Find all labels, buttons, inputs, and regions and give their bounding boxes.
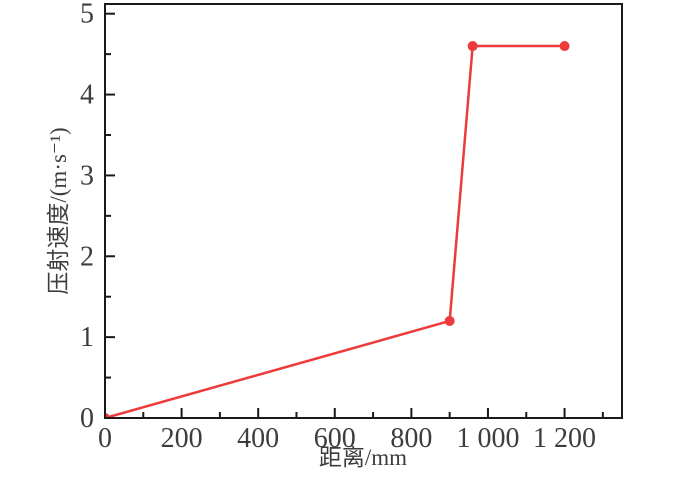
x-tick-label: 1 200 [533, 423, 596, 454]
y-tick-label: 0 [80, 403, 94, 434]
x-tick-label: 800 [390, 423, 432, 454]
data-point-marker [444, 315, 455, 326]
y-tick-label: 1 [80, 322, 94, 353]
series-line [104, 44, 565, 419]
y-axis-label: 压射速度/(m·s⁻¹) [46, 127, 71, 294]
x-tick-label: 1 000 [456, 423, 519, 454]
data-point-marker [559, 41, 570, 52]
x-tick-label: 600 [314, 423, 356, 454]
x-tick-label: 400 [237, 423, 279, 454]
data-point-marker [467, 41, 478, 52]
y-tick-label: 5 [80, 0, 94, 30]
x-axis-label: 距离/mm [319, 445, 407, 470]
y-tick-label: 2 [80, 241, 94, 272]
x-tick-label: 200 [161, 423, 203, 454]
x-tick-label: 0 [98, 423, 112, 454]
plot-border [104, 3, 623, 419]
plot-area: 0 200 400 600 800 1 000 1 200 0 1 2 3 4 5 [80, 0, 623, 454]
y-tick-label: 3 [80, 160, 94, 191]
series-layer [104, 41, 570, 419]
y-tick-label: 4 [80, 80, 94, 111]
